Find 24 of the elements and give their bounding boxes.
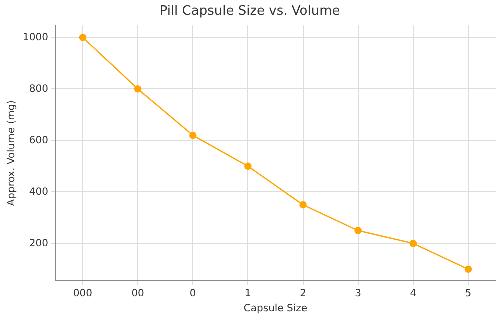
x-tick-label: 1 (245, 288, 252, 300)
y-tick-label: 800 (29, 84, 48, 95)
y-tick-label: 400 (29, 186, 48, 198)
point (300, 201, 307, 209)
point (79, 34, 87, 42)
x-tick-label: 5 (465, 288, 472, 300)
y-tick-label: 600 (29, 135, 48, 146)
point (134, 86, 142, 93)
point (354, 227, 362, 234)
x-tick-label: 2 (300, 288, 306, 300)
x-tick-label: 4 (410, 288, 417, 300)
x-tick-label: 000 (73, 288, 93, 300)
y-axis-title: Approx. Volume (mg) (6, 100, 18, 206)
y-tick-label: 1000 (22, 32, 48, 44)
point (464, 266, 472, 274)
y-tick-label: 200 (29, 238, 48, 250)
x-tick-label: 3 (355, 288, 362, 300)
x-tick-label: 0 (190, 288, 196, 300)
point (189, 132, 197, 140)
x-axis-title: Capsule Size (244, 304, 308, 315)
point (244, 162, 252, 170)
point (410, 240, 418, 248)
chart-title: Pill Capsule Size vs. Volume (160, 4, 340, 20)
x-tick-label: 00 (132, 288, 144, 300)
